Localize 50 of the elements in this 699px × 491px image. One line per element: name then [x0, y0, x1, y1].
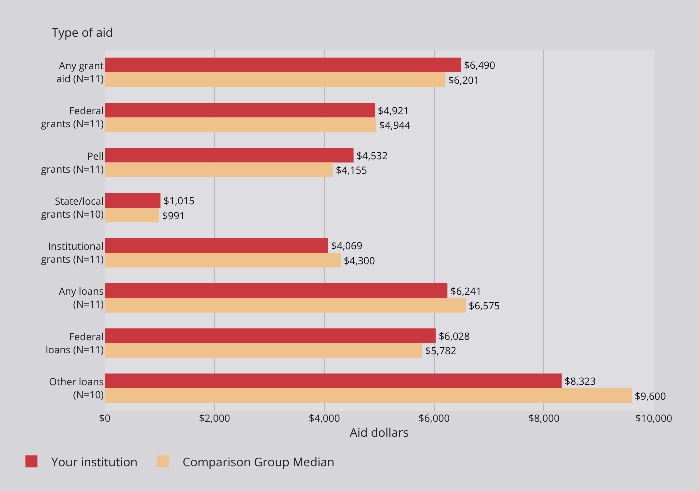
legend-label: Your institution: [52, 453, 138, 470]
y-tick-label: Any grant aid (N=11): [56, 58, 104, 86]
y-tick-label: Other loans (N=10): [49, 374, 104, 402]
data-label: $5,782: [425, 344, 457, 358]
bar: [105, 162, 334, 178]
x-tick-label: $6,000: [418, 411, 450, 425]
data-label: $6,490: [464, 58, 496, 72]
bar: [105, 238, 328, 254]
y-tick-label: Any loans (N=11): [58, 284, 104, 312]
bar: [105, 148, 354, 163]
x-axis-title: Aid dollars: [350, 424, 410, 441]
bar: [105, 343, 422, 358]
x-tick-label: $8,000: [528, 411, 560, 425]
data-label: $4,944: [379, 118, 411, 132]
bar: [105, 208, 160, 223]
bar: [105, 328, 436, 344]
y-axis-title: Type of aid: [52, 24, 114, 41]
bar: [105, 284, 448, 298]
data-label: $4,069: [331, 238, 363, 253]
data-label: $6,575: [468, 298, 500, 313]
y-tick-label: Pell grants (N=11): [41, 148, 104, 176]
y-tick-label: State/local grants (N=10): [41, 194, 104, 221]
bar: [105, 58, 462, 73]
bar: [105, 253, 342, 268]
data-label: $4,300: [344, 253, 376, 268]
bar: [105, 298, 466, 313]
x-tick-label: $10,000: [636, 411, 673, 425]
bar: [105, 193, 161, 208]
y-tick-label: Federal loans (N=11): [46, 329, 104, 356]
data-label: $6,201: [448, 72, 480, 87]
data-label: $1,015: [164, 194, 196, 208]
y-tick-label: Institutional grants (N=11): [41, 239, 104, 266]
x-tick-label: $4,000: [309, 411, 340, 425]
bar: [105, 374, 562, 388]
bar: [105, 118, 376, 132]
y-tick-label: Federal grants (N=11): [41, 104, 104, 131]
bar: [105, 388, 632, 404]
bar: [105, 72, 446, 88]
data-label: $4,155: [336, 163, 368, 178]
data-label: $9,600: [635, 388, 666, 403]
bar: [105, 103, 376, 118]
data-label: $6,241: [450, 284, 482, 298]
x-tick-label: $2,000: [199, 411, 231, 425]
data-label: $6,028: [438, 328, 470, 343]
data-label: $4,532: [356, 148, 388, 162]
x-tick-label: $0: [99, 411, 111, 425]
legend-label: Comparison Group Median: [182, 453, 335, 470]
data-label: $8,323: [564, 374, 596, 388]
data-label: $991: [162, 208, 186, 222]
data-label: $4,921: [378, 103, 410, 118]
